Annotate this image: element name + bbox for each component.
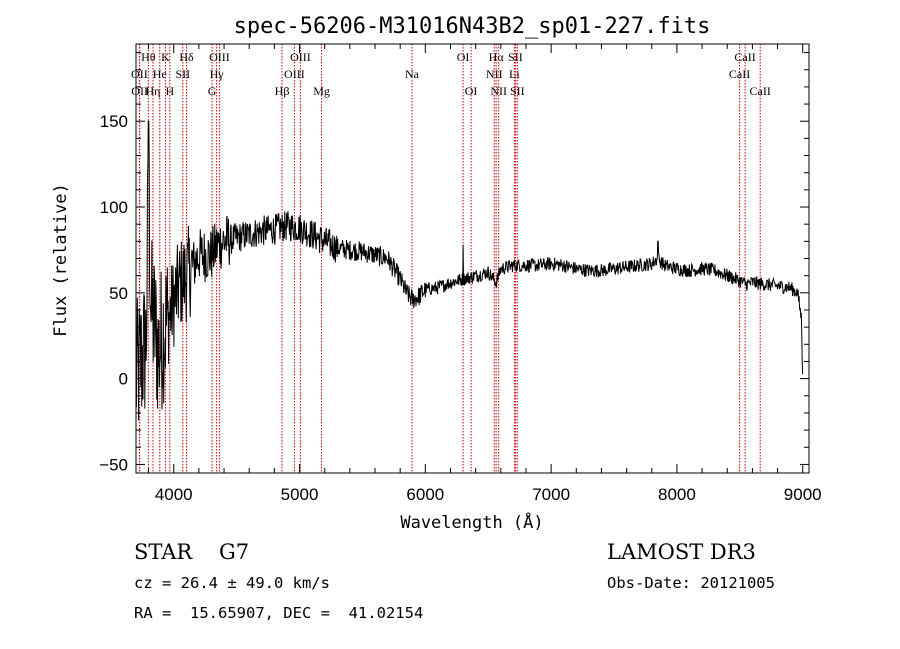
x-tick-label: 4000 xyxy=(155,485,193,504)
spectrum-layer xyxy=(135,120,804,421)
plot-frame xyxy=(135,43,810,474)
spectral-line-label: CaII xyxy=(750,84,771,98)
spectral-line-label: Hη xyxy=(146,84,161,98)
spectral-line-label: Hδ xyxy=(179,50,194,64)
y-axis-label: Flux (relative) xyxy=(51,183,71,337)
x-axis-label: Wavelength (Å) xyxy=(400,511,543,533)
survey-label: LAMOST DR3 xyxy=(607,540,756,564)
spectral-line-label: CaII xyxy=(729,67,750,81)
spectral-line-label: OIII xyxy=(284,67,305,81)
spectral-line-label: OIII xyxy=(290,50,311,64)
spectral-line-label: Hγ xyxy=(210,67,225,81)
spectral-line-label: OII xyxy=(131,84,148,98)
spectral-line-label: OI xyxy=(465,84,478,98)
axis-ticks-layer: 4000 5000 6000 7000 8000 9000 −50 0 50 100 150 xyxy=(99,44,822,504)
subclass-label: G7 xyxy=(218,540,250,564)
spectrum-chart: spec-56206-M31016N43B2_sp01-227.fits Hθ O… xyxy=(51,14,822,533)
class-label: STAR xyxy=(134,540,193,564)
spectral-line-label: He xyxy=(153,67,167,81)
spectral-line-label: SII xyxy=(510,84,525,98)
spectrum-trace xyxy=(135,120,804,421)
spectral-line-label: Hβ xyxy=(275,84,290,98)
redshift-label: cz = 26.4 ± 49.0 km/s xyxy=(134,574,330,592)
spectral-line-label: Na xyxy=(405,67,420,81)
x-tick-label: 9000 xyxy=(784,485,822,504)
spectral-line-label: H xyxy=(166,84,175,98)
spectral-line-label: G xyxy=(208,84,217,98)
spectral-lines-layer: HθOIIOIIHηHeKHSIIHδGHγOIIIHβOIIIOIIIMgNa… xyxy=(131,44,771,473)
spectral-line-label: SII xyxy=(508,50,523,64)
x-tick-label: 5000 xyxy=(281,485,319,504)
y-tick-label: 50 xyxy=(109,284,128,303)
spectral-line-label: SII xyxy=(175,67,190,81)
y-tick-label: 0 xyxy=(119,370,128,389)
y-tick-label: 150 xyxy=(100,112,128,131)
x-tick-label: 7000 xyxy=(532,485,570,504)
x-tick-label: 6000 xyxy=(406,485,444,504)
obs-date-label: Obs-Date: 20121005 xyxy=(607,574,775,592)
x-tick-label: 8000 xyxy=(658,485,696,504)
spectral-line-label: Mg xyxy=(313,84,330,98)
chart-title: spec-56206-M31016N43B2_sp01-227.fits xyxy=(234,14,711,39)
spectral-line-label: Li xyxy=(509,67,520,81)
spectral-line-label: OIII xyxy=(209,50,230,64)
spectral-line-label: K xyxy=(161,50,170,64)
coordinates-label: RA = 15.65907, DEC = 41.02154 xyxy=(134,604,424,622)
y-tick-label: 100 xyxy=(100,198,128,217)
spectral-line-label: NII xyxy=(490,84,507,98)
spectral-line-label: OI xyxy=(457,50,470,64)
spectral-line-label: NII xyxy=(486,67,503,81)
y-tick-label: −50 xyxy=(99,455,128,474)
spectral-line-label: CaII xyxy=(734,50,755,64)
spectral-line-label: Hα xyxy=(489,50,505,64)
object-class: STAR G7 xyxy=(134,540,249,564)
spectral-line-label: Hθ xyxy=(141,50,156,64)
